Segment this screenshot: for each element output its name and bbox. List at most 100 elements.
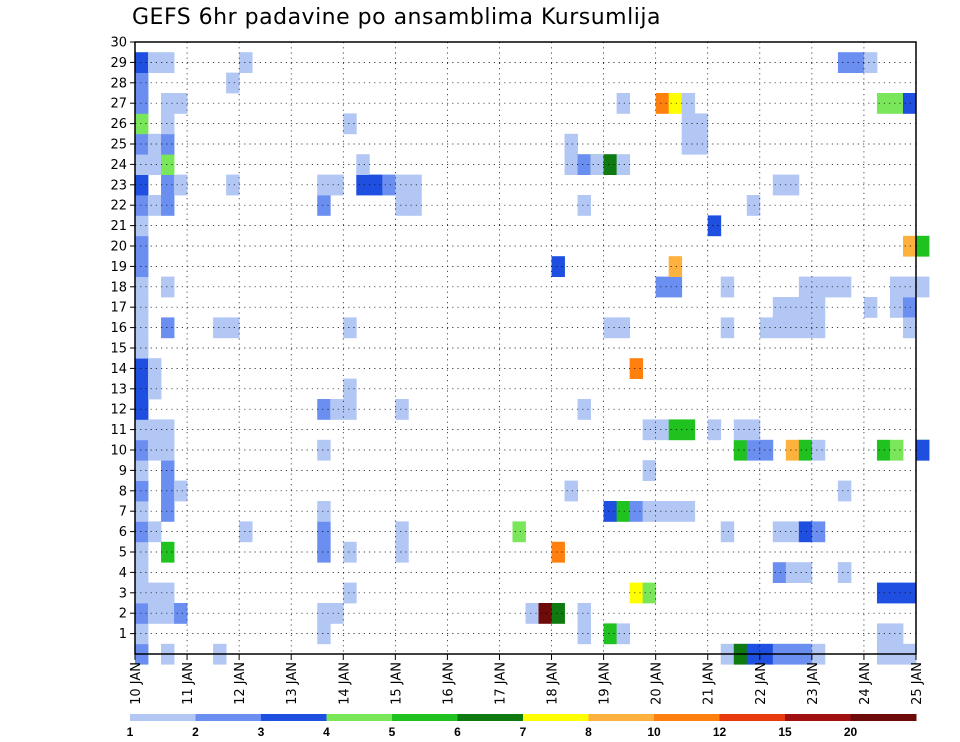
heatmap-cell <box>239 52 253 73</box>
heatmap-cell <box>135 623 149 645</box>
heatmap-cell <box>733 439 748 461</box>
heatmap-cell <box>135 133 149 155</box>
heatmap-cell <box>226 317 240 339</box>
heatmap-cell <box>551 256 565 277</box>
heatmap-cell <box>902 297 917 318</box>
heatmap-cell <box>681 419 696 441</box>
heatmap-cell <box>135 195 149 216</box>
y-tick-label: 12 <box>110 403 127 418</box>
colorbar-swatch <box>785 714 851 721</box>
heatmap-cell <box>135 501 149 522</box>
heatmap-cell <box>785 317 800 339</box>
heatmap-cell <box>317 521 331 543</box>
heatmap-cell <box>161 276 175 298</box>
y-tick-label: 19 <box>110 260 127 275</box>
heatmap-cell <box>642 419 657 441</box>
heatmap-cell <box>642 582 657 604</box>
heatmap-cell <box>733 419 748 441</box>
heatmap-cell <box>889 439 904 461</box>
heatmap-cell <box>811 317 826 339</box>
x-tick-label: 22 JAN <box>754 662 769 705</box>
heatmap-cell <box>720 276 735 298</box>
colorbar-swatch <box>523 714 589 721</box>
heatmap-cell <box>694 113 709 135</box>
heatmap-cell <box>876 582 891 604</box>
heatmap-cell <box>226 72 240 94</box>
x-tick-label: 11 JAN <box>181 662 196 705</box>
heatmap-cell <box>148 154 162 175</box>
heatmap-cell <box>889 623 904 645</box>
heatmap-cell <box>330 603 344 624</box>
heatmap-cell <box>603 154 618 175</box>
heatmap-cell <box>876 623 891 645</box>
colorbar-swatch <box>588 714 655 721</box>
x-tick-label: 25 JAN <box>910 662 925 705</box>
heatmap-cell <box>707 419 722 441</box>
heatmap-cell <box>135 541 149 563</box>
heatmap-cell <box>863 52 878 73</box>
heatmap-cell <box>369 174 383 196</box>
x-axis: 10 JAN 11 JAN 12 JAN 13 JAN 14 JAN 15 JAN 16 J… <box>129 654 925 705</box>
heatmap-cell <box>837 562 852 583</box>
heatmap-cell <box>135 276 149 298</box>
heatmap-cell <box>135 399 149 420</box>
y-tick-label: 1 <box>119 627 127 642</box>
heatmap-cell <box>616 623 631 645</box>
heatmap-cell <box>408 195 422 216</box>
heatmap-cell <box>772 317 787 339</box>
heatmap-cell <box>317 501 331 522</box>
heatmap-cell <box>161 133 175 155</box>
heatmap-cell <box>577 603 591 624</box>
heatmap-cell <box>213 317 227 339</box>
colorbar: 1 2 3 4 5 6 7 8 10 12 15 20 <box>127 714 917 739</box>
colorbar-label: 1 <box>127 725 134 739</box>
heatmap-cell <box>148 419 162 441</box>
heatmap-cell <box>577 399 591 420</box>
heatmap-cell <box>317 603 331 624</box>
colorbar-label: 7 <box>520 725 527 739</box>
y-tick-label: 10 <box>110 444 127 459</box>
heatmap-cell <box>629 501 644 522</box>
y-tick-label: 21 <box>110 219 127 234</box>
heatmap-cell <box>824 276 839 298</box>
y-tick-label: 11 <box>110 423 127 438</box>
heatmap-cell <box>135 174 149 196</box>
y-tick-label: 15 <box>110 342 127 357</box>
y-tick-label: 16 <box>110 321 127 336</box>
colorbar-swatch <box>130 714 196 721</box>
heatmap-cell <box>668 93 683 114</box>
heatmap-cell <box>837 52 852 73</box>
heatmap-cell <box>135 317 149 339</box>
heatmap-cell <box>603 317 618 339</box>
heatmap-cell <box>902 317 917 339</box>
heatmap-cell <box>837 276 852 298</box>
heatmap-cell <box>174 174 188 196</box>
heatmap-cell <box>681 113 696 135</box>
heatmap-cell <box>135 235 149 257</box>
heatmap-cell <box>135 256 149 277</box>
heatmap-cell <box>720 317 735 339</box>
y-tick-label: 20 <box>110 240 127 255</box>
heatmap-cell <box>707 215 722 237</box>
x-tick-label: 14 JAN <box>337 662 352 705</box>
heatmap-cell <box>135 297 149 318</box>
heatmap-cell <box>148 378 162 400</box>
x-tick-label: 16 JAN <box>441 662 456 705</box>
heatmap-cell <box>668 276 683 298</box>
heatmap-cell <box>161 603 175 624</box>
heatmap-cell <box>382 174 396 196</box>
heatmap-cell <box>538 603 552 624</box>
colorbar-swatch <box>850 714 917 721</box>
heatmap-cell <box>785 562 800 583</box>
heatmap-cell <box>135 419 149 441</box>
heatmap-cell <box>811 439 826 461</box>
heatmap-cell <box>135 603 149 624</box>
heatmap-cell <box>902 235 917 257</box>
heatmap-cell <box>629 358 644 379</box>
x-tick-label: 20 JAN <box>650 662 665 705</box>
heatmap-cell <box>668 419 683 441</box>
colorbar-label: 8 <box>585 725 592 739</box>
heatmap-cell <box>395 541 409 563</box>
heatmap-cell <box>395 399 409 420</box>
